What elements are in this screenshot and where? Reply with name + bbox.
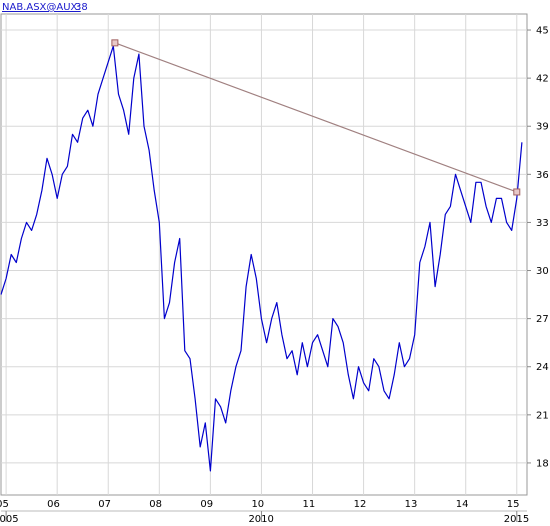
- symbol-label[interactable]: NAB.ASX@AUX:: [2, 2, 81, 13]
- x-tick-label: 11: [303, 499, 316, 510]
- x-tick-label: 12: [354, 499, 367, 510]
- year-label: 2015: [504, 514, 529, 525]
- y-tick-label: 24: [536, 362, 549, 373]
- price-line: [0, 45, 523, 472]
- y-tick-label: 30: [536, 266, 549, 277]
- x-tick-label: 14: [456, 499, 469, 510]
- x-axis: 05 06 07 08 09 10 11 12 13 14 15 2005 2010 2015: [0, 499, 529, 525]
- y-tick-label: 45: [536, 26, 549, 37]
- last-value-label: 38: [75, 2, 88, 13]
- x-tick-label: 05: [0, 499, 9, 510]
- grid-lines: [1, 14, 527, 495]
- x-tick-label: 15: [507, 499, 520, 510]
- series-group: [0, 39, 523, 472]
- trend-start-handle[interactable]: [111, 39, 119, 47]
- y-tick-label: 33: [536, 218, 549, 229]
- x-tick-label: 10: [251, 499, 264, 510]
- year-label: 2010: [248, 514, 273, 525]
- year-label: 2005: [0, 514, 19, 525]
- chart-header: NAB.ASX@AUX: 38: [2, 2, 88, 13]
- x-tick-label: 09: [200, 499, 213, 510]
- y-tick-label: 18: [536, 458, 549, 469]
- y-axis: 45 42 39 36 33 30 27 24 21 18: [527, 26, 549, 469]
- y-tick-label: 21: [536, 410, 549, 421]
- y-tick-label: 39: [536, 122, 549, 133]
- x-tick-label: 08: [149, 499, 162, 510]
- x-tick-label: 13: [405, 499, 418, 510]
- x-tick-label: 07: [98, 499, 111, 510]
- y-tick-label: 36: [536, 170, 549, 181]
- trend-line[interactable]: [114, 42, 517, 193]
- trend-end-handle[interactable]: [513, 188, 521, 196]
- plot-area: [0, 13, 528, 496]
- x-tick-label: 06: [47, 499, 60, 510]
- y-tick-label: 27: [536, 314, 549, 325]
- y-tick-label: 42: [536, 74, 549, 85]
